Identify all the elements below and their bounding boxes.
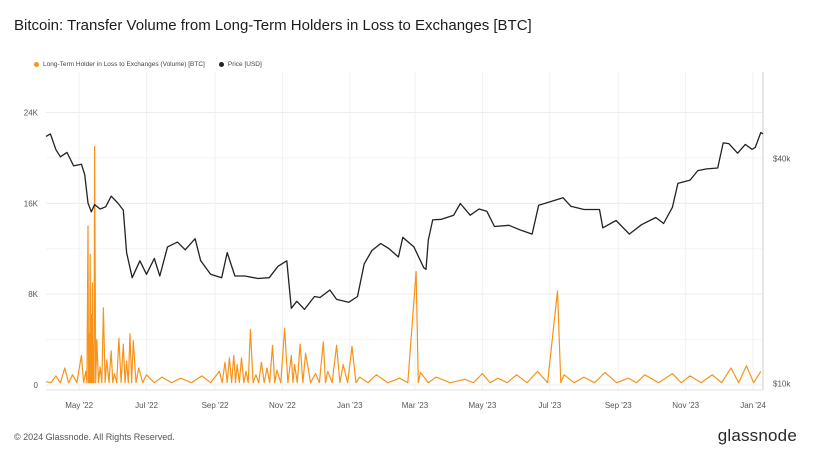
- copyright-text: © 2024 Glassnode. All Rights Reserved.: [14, 432, 175, 442]
- page-title: Bitcoin: Transfer Volume from Long-Term …: [14, 17, 532, 34]
- series-volume-line: [45, 146, 762, 384]
- legend-item-volume[interactable]: Long-Term Holder in Loss to Exchanges (V…: [34, 61, 205, 68]
- legend-label-volume: Long-Term Holder in Loss to Exchanges (V…: [43, 61, 205, 68]
- x-tick-label-7: Jul '23: [538, 401, 561, 410]
- y-right-tick-label-0: $10k: [773, 380, 791, 389]
- legend-swatch-price: [218, 62, 224, 67]
- y-left-tick-label-0: 0: [34, 381, 39, 390]
- y-left-tick-label-1: 8K: [28, 290, 38, 299]
- x-tick-label-6: May '23: [469, 401, 497, 410]
- chart-legend: Long-Term Holder in Loss to Exchanges (V…: [34, 61, 262, 68]
- y-right-tick-label-1: $40k: [773, 154, 791, 163]
- x-tick-label-0: May '22: [65, 401, 93, 410]
- series-price-line: [45, 131, 764, 311]
- y-left-tick-label-2: 16K: [24, 199, 39, 208]
- legend-swatch-volume: [34, 62, 39, 67]
- x-tick-label-3: Nov '22: [269, 401, 296, 410]
- x-tick-label-8: Sep '23: [605, 401, 632, 410]
- y-left-tick-label-3: 24K: [24, 109, 39, 118]
- x-tick-label-2: Sep '22: [202, 401, 229, 410]
- chart-plot[interactable]: 0 8K 16K 24K May '22 Jul '22 Sep '22 Nov '22 Jan…: [0, 0, 813, 420]
- glassnode-logo[interactable]: glassnode: [717, 426, 797, 445]
- x-tick-label-5: Mar '23: [402, 401, 429, 410]
- x-tick-label-9: Nov '23: [672, 401, 699, 410]
- x-tick-label-4: Jan '23: [337, 401, 363, 410]
- x-tick-label-1: Jul '22: [135, 401, 158, 410]
- x-tick-label-10: Jan '24: [740, 401, 766, 410]
- legend-item-price[interactable]: Price [USD]: [218, 61, 262, 68]
- legend-label-price: Price [USD]: [227, 61, 262, 68]
